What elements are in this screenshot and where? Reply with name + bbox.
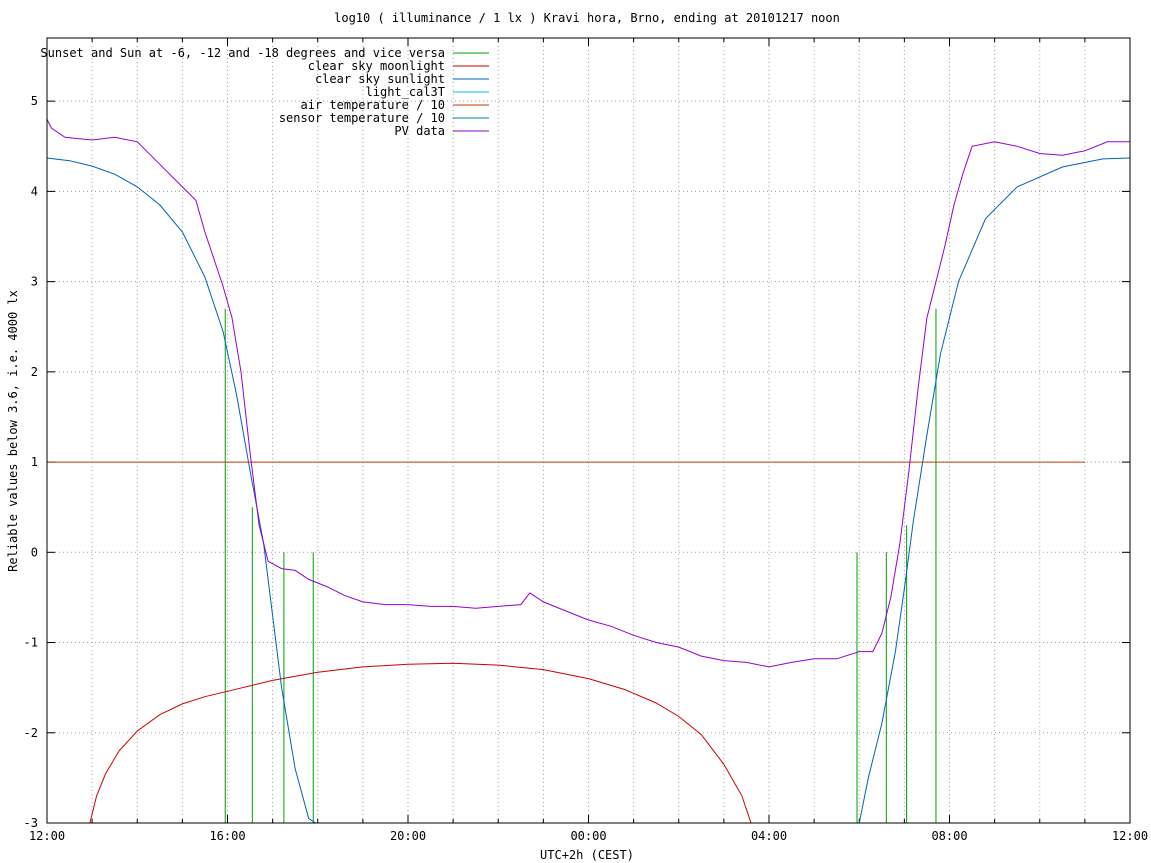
x-tick-label: 04:00	[751, 829, 787, 843]
legend-label: clear sky moonlight	[308, 59, 445, 73]
x-tick-label: 08:00	[931, 829, 967, 843]
y-tick-label: 1	[31, 455, 38, 469]
legend-label: PV data	[394, 124, 445, 138]
legend-label: Sunset and Sun at -6, -12 and -18 degree…	[40, 46, 445, 60]
x-tick-label: 16:00	[209, 829, 245, 843]
legend: Sunset and Sun at -6, -12 and -18 degree…	[40, 46, 489, 138]
y-tick-label: 2	[31, 365, 38, 379]
y-tick-label: 4	[31, 184, 38, 198]
y-tick-label: -2	[24, 726, 38, 740]
y-tick-label: -1	[24, 636, 38, 650]
x-tick-label: 12:00	[29, 829, 65, 843]
y-tick-label: 0	[31, 545, 38, 559]
plot-area	[47, 118, 1130, 823]
legend-label: sensor temperature / 10	[279, 111, 445, 125]
legend-label: air temperature / 10	[301, 98, 446, 112]
x-tick-label: 12:00	[1112, 829, 1148, 843]
x-axis-label: UTC+2h (CEST)	[540, 848, 634, 862]
series-clear-sky-moonlight-line	[89, 662, 752, 823]
axis-ticks: 12:00 16:00 20:00 00:00 04:00 08:00 12:00-3-2-…	[24, 38, 1148, 843]
legend-label: clear sky sunlight	[315, 72, 445, 86]
grid	[47, 38, 1130, 823]
plot-frame	[46, 37, 1131, 824]
series-clear-sky-sunlight-line	[47, 157, 1130, 823]
chart-title: log10 ( illuminance / 1 lx ) Kravi hora,…	[334, 11, 840, 25]
y-tick-label: -3	[24, 816, 38, 830]
legend-label: light_cal3T	[366, 85, 445, 99]
y-tick-label: 3	[31, 275, 38, 289]
x-tick-label: 00:00	[570, 829, 606, 843]
y-tick-label: 5	[31, 94, 38, 108]
series-pv-data-line	[47, 118, 1130, 668]
x-tick-label: 20:00	[390, 829, 426, 843]
y-axis-label: Reliable values below 3.6, i.e. 4000 lx	[6, 290, 20, 572]
